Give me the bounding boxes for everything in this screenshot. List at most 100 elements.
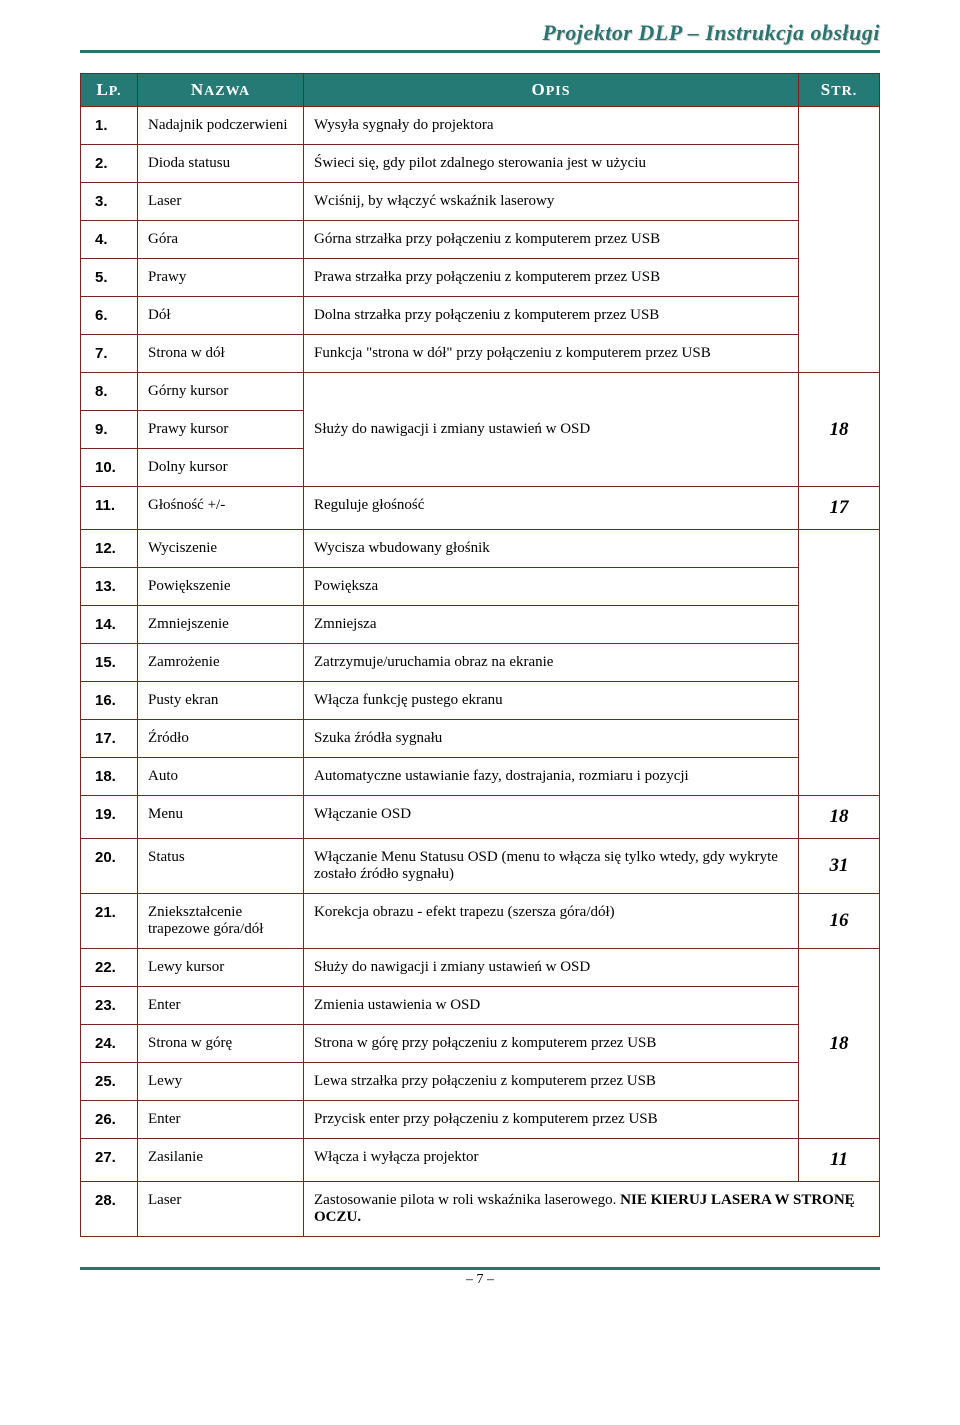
- table-row: 8. Górny kursor Służy do nawigacji i zmi…: [81, 373, 879, 410]
- cell-lp: 6.: [81, 297, 137, 334]
- cell-name: Laser: [138, 183, 303, 220]
- cell-desc: Szuka źródła sygnału: [304, 720, 798, 757]
- cell-name: Zmniejszenie: [138, 606, 303, 643]
- cell-name: Dół: [138, 297, 303, 334]
- cell-lp: 15.: [81, 644, 137, 681]
- cell-lp: 3.: [81, 183, 137, 220]
- cell-lp: 27.: [81, 1139, 137, 1181]
- cell-name: Wyciszenie: [138, 530, 303, 567]
- cell-name: Zamrożenie: [138, 644, 303, 681]
- cell-name: Lewy: [138, 1063, 303, 1100]
- cell-desc: Włączanie Menu Statusu OSD (menu to włąc…: [304, 839, 798, 893]
- table-row: 2. Dioda statusu Świeci się, gdy pilot z…: [81, 145, 879, 182]
- cell-desc: Włącza funkcję pustego ekranu: [304, 682, 798, 719]
- table-row: 7. Strona w dół Funkcja "strona w dół" p…: [81, 335, 879, 372]
- table-row: 27. Zasilanie Włącza i wyłącza projektor…: [81, 1139, 879, 1181]
- cell-desc: Przycisk enter przy połączeniu z kompute…: [304, 1101, 798, 1138]
- cell-name: Powiększenie: [138, 568, 303, 605]
- cell-name: Górny kursor: [138, 373, 303, 410]
- table-row: 13. Powiększenie Powiększa: [81, 568, 879, 605]
- cell-name: Enter: [138, 987, 303, 1024]
- table-row: 4. Góra Górna strzałka przy połączeniu z…: [81, 221, 879, 258]
- col-str: STR.: [799, 74, 879, 106]
- cell-str: 18: [799, 796, 879, 838]
- table-row: 1. Nadajnik podczerwieni Wysyła sygnały …: [81, 107, 879, 144]
- cell-desc: Zatrzymuje/uruchamia obraz na ekranie: [304, 644, 798, 681]
- cell-desc: Służy do nawigacji i zmiany ustawień w O…: [304, 949, 798, 986]
- table-row: 20. Status Włączanie Menu Statusu OSD (m…: [81, 839, 879, 893]
- cell-desc: Lewa strzałka przy połączeniu z komputer…: [304, 1063, 798, 1100]
- cell-desc: Zmniejsza: [304, 606, 798, 643]
- cell-lp: 14.: [81, 606, 137, 643]
- cell-desc: Dolna strzałka przy połączeniu z kompute…: [304, 297, 798, 334]
- cell-name: Auto: [138, 758, 303, 795]
- col-desc: OPIS: [304, 74, 798, 106]
- cell-desc: Świeci się, gdy pilot zdalnego sterowani…: [304, 145, 798, 182]
- cell-name: Nadajnik podczerwieni: [138, 107, 303, 144]
- cell-name: Głośność +/-: [138, 487, 303, 529]
- cell-name: Laser: [138, 1182, 303, 1236]
- cell-lp: 8.: [81, 373, 137, 410]
- cell-lp: 1.: [81, 107, 137, 144]
- cell-lp: 10.: [81, 449, 137, 486]
- cell-str: 16: [799, 894, 879, 948]
- table-row: 5. Prawy Prawa strzałka przy połączeniu …: [81, 259, 879, 296]
- cell-desc: Zmienia ustawienia w OSD: [304, 987, 798, 1024]
- cell-str: 18: [799, 373, 879, 486]
- cell-lp: 22.: [81, 949, 137, 986]
- table-row: 26. Enter Przycisk enter przy połączeniu…: [81, 1101, 879, 1138]
- table-row: 6. Dół Dolna strzałka przy połączeniu z …: [81, 297, 879, 334]
- cell-lp: 17.: [81, 720, 137, 757]
- cell-lp: 13.: [81, 568, 137, 605]
- table-row: 19. Menu Włączanie OSD 18: [81, 796, 879, 838]
- cell-name: Strona w górę: [138, 1025, 303, 1062]
- specs-table: LP. NAZWA OPIS STR. 1. Nadajnik podczerw…: [80, 73, 880, 1237]
- cell-desc: Służy do nawigacji i zmiany ustawień w O…: [304, 373, 798, 486]
- cell-lp: 16.: [81, 682, 137, 719]
- cell-lp: 25.: [81, 1063, 137, 1100]
- cell-lp: 9.: [81, 411, 137, 448]
- footer-divider: [80, 1267, 880, 1270]
- page-number: – 7 –: [466, 1272, 494, 1287]
- cell-lp: 7.: [81, 335, 137, 372]
- cell-name: Dioda statusu: [138, 145, 303, 182]
- cell-name: Prawy: [138, 259, 303, 296]
- table-row: 17. Źródło Szuka źródła sygnału: [81, 720, 879, 757]
- cell-name: Lewy kursor: [138, 949, 303, 986]
- cell-lp: 18.: [81, 758, 137, 795]
- table-row: 15. Zamrożenie Zatrzymuje/uruchamia obra…: [81, 644, 879, 681]
- cell-name: Menu: [138, 796, 303, 838]
- cell-desc: Reguluje głośność: [304, 487, 798, 529]
- cell-desc: Powiększa: [304, 568, 798, 605]
- table-row: 23. Enter Zmienia ustawienia w OSD: [81, 987, 879, 1024]
- cell-name: Dolny kursor: [138, 449, 303, 486]
- cell-lp: 2.: [81, 145, 137, 182]
- page-header: Projektor DLP – Instrukcja obsługi: [80, 20, 880, 53]
- cell-name: Prawy kursor: [138, 411, 303, 448]
- col-lp: LP.: [81, 74, 137, 106]
- cell-str: 11: [799, 1139, 879, 1181]
- table-row: 14. Zmniejszenie Zmniejsza: [81, 606, 879, 643]
- cell-str: [799, 107, 879, 372]
- cell-desc: Zastosowanie pilota w roli wskaźnika las…: [304, 1182, 879, 1236]
- cell-str: 17: [799, 487, 879, 529]
- cell-desc: Wciśnij, by włączyć wskaźnik laserowy: [304, 183, 798, 220]
- cell-str: 31: [799, 839, 879, 893]
- cell-name: Strona w dół: [138, 335, 303, 372]
- cell-lp: 26.: [81, 1101, 137, 1138]
- cell-desc: Automatyczne ustawianie fazy, dostrajani…: [304, 758, 798, 795]
- cell-desc: Wycisza wbudowany głośnik: [304, 530, 798, 567]
- cell-lp: 24.: [81, 1025, 137, 1062]
- table-row: 21. Zniekształcenie trapezowe góra/dół K…: [81, 894, 879, 948]
- cell-lp: 4.: [81, 221, 137, 258]
- page-footer: – 7 –: [80, 1267, 880, 1288]
- cell-desc: Funkcja "strona w dół" przy połączeniu z…: [304, 335, 798, 372]
- cell-desc: Włączanie OSD: [304, 796, 798, 838]
- cell-desc: Prawa strzałka przy połączeniu z kompute…: [304, 259, 798, 296]
- cell-desc: Wysyła sygnały do projektora: [304, 107, 798, 144]
- cell-lp: 12.: [81, 530, 137, 567]
- table-row: 16. Pusty ekran Włącza funkcję pustego e…: [81, 682, 879, 719]
- cell-desc: Górna strzałka przy połączeniu z kompute…: [304, 221, 798, 258]
- table-row: 28. Laser Zastosowanie pilota w roli wsk…: [81, 1182, 879, 1236]
- cell-lp: 21.: [81, 894, 137, 948]
